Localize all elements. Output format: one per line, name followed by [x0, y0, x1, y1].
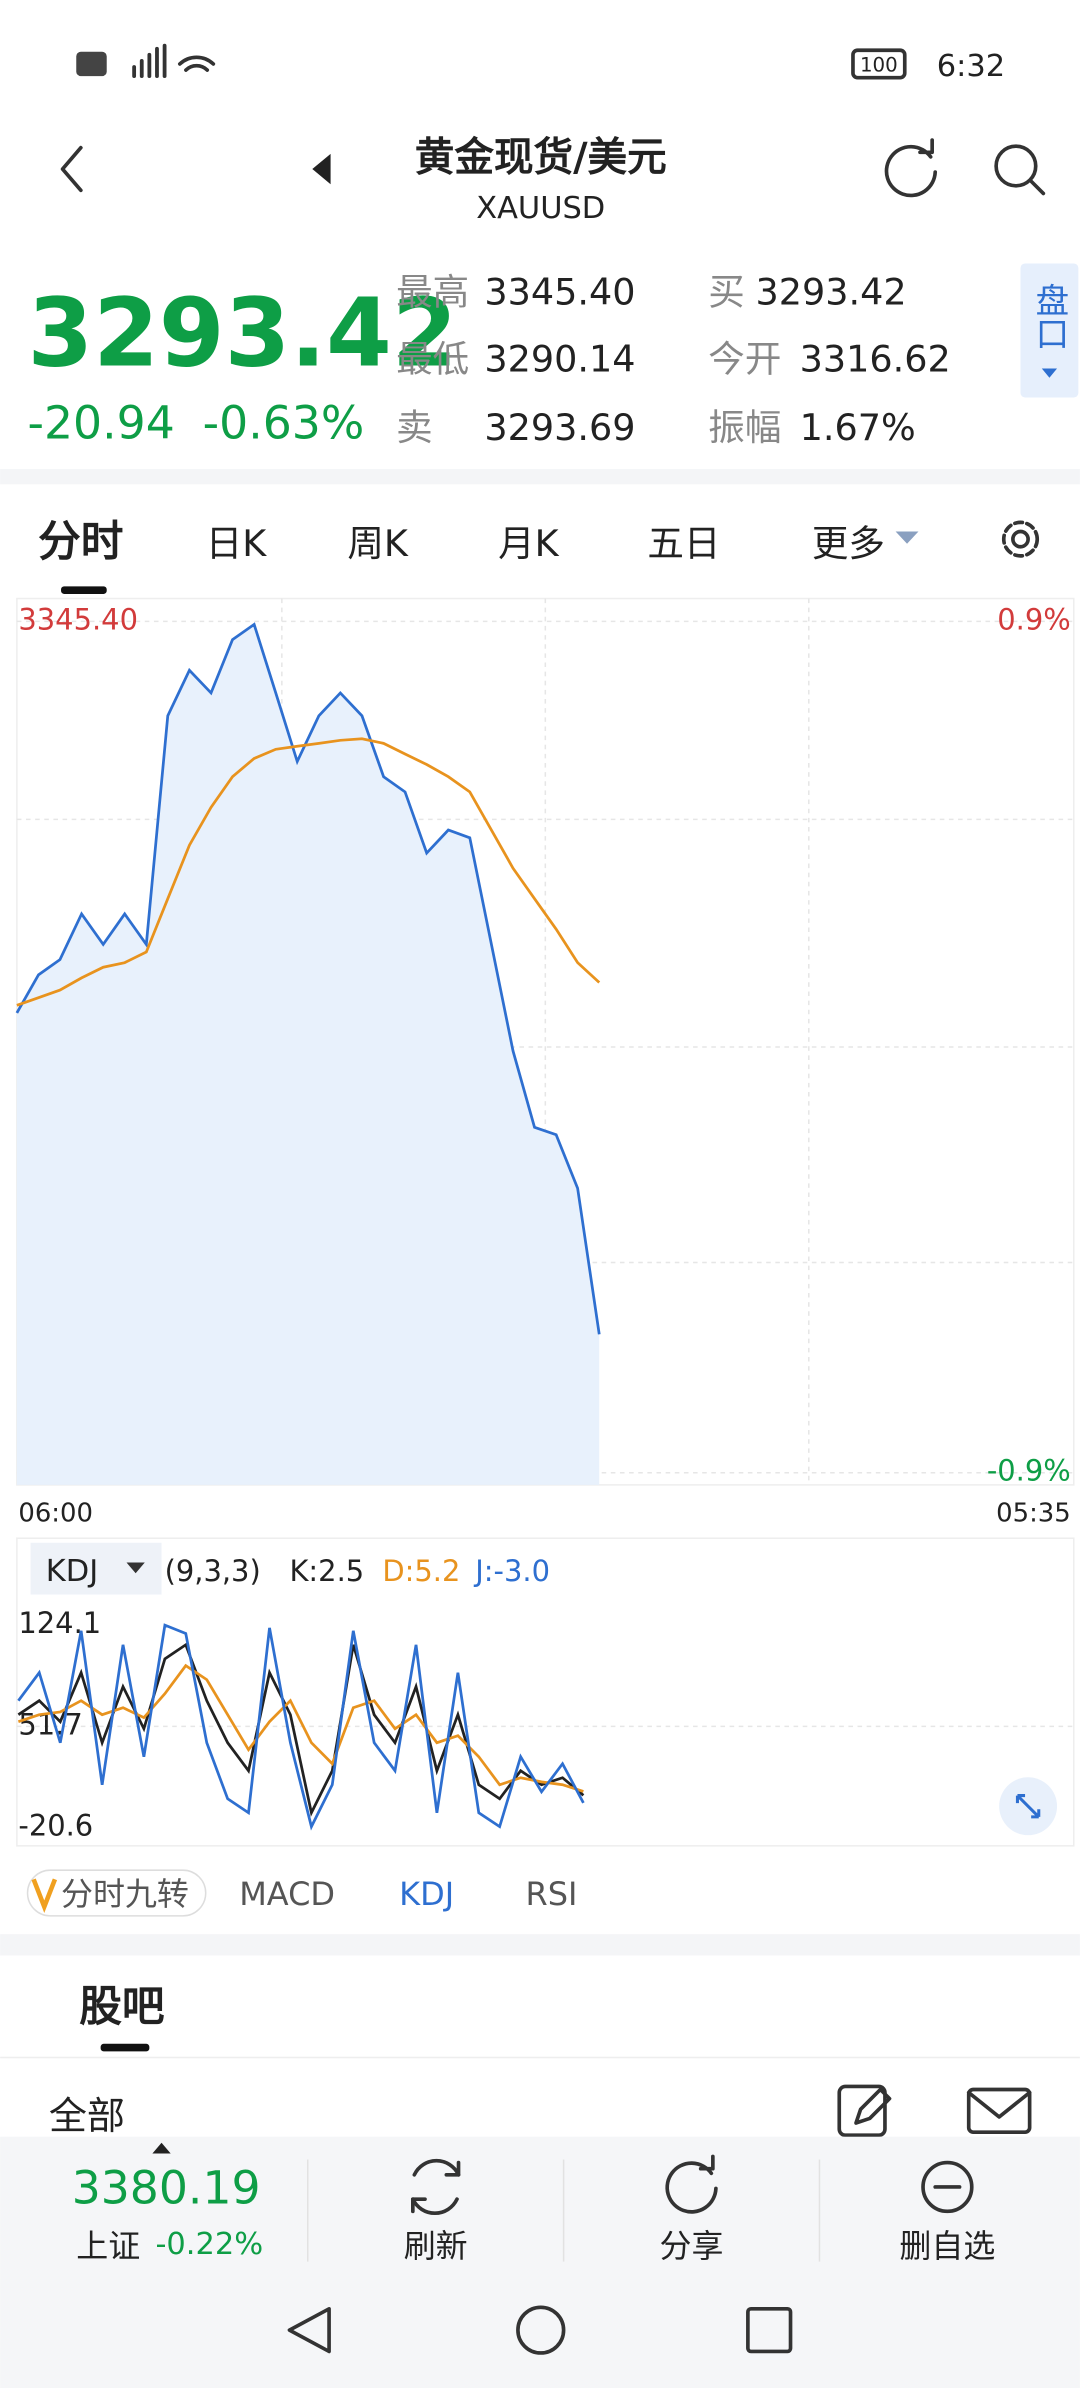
stat-value: 3316.62: [800, 338, 951, 381]
indicator-name: KDJ: [46, 1554, 98, 1589]
legend-entry: J:-3.0: [473, 1554, 550, 1588]
refresh-button[interactable]: [884, 138, 938, 198]
title: 黄金现货/美元: [415, 135, 667, 181]
tab[interactable]: 月K: [498, 522, 560, 565]
order-book-label: 盘口: [1030, 283, 1069, 350]
divider: [0, 1934, 1080, 1956]
stat-value: 3290.14: [484, 338, 635, 381]
stat-label: 买: [708, 271, 745, 314]
change: -20.94: [28, 397, 175, 450]
y-tick-label: 124.1: [18, 1606, 101, 1640]
share-icon: [665, 2154, 718, 2214]
symbol: XAUUSD: [476, 191, 605, 226]
settings-button[interactable]: [1001, 520, 1040, 558]
index-name: 上证: [76, 2227, 140, 2265]
remove-icon: [921, 2160, 974, 2214]
tab-underline: [61, 586, 107, 594]
stat-value: 3293.69: [484, 406, 635, 449]
bottom-button[interactable]: 删自选: [899, 2227, 995, 2265]
price-area: [16, 624, 600, 1485]
indicator-select[interactable]: [30, 1542, 162, 1595]
signal-icons: [132, 43, 216, 79]
price-line: [15, 622, 601, 1335]
order-book-button[interactable]: [1020, 263, 1079, 398]
expand-icon: [1015, 1794, 1041, 1819]
filter[interactable]: 全部: [49, 2094, 125, 2138]
post-button[interactable]: [837, 2084, 892, 2138]
x-tick-label: 06:00: [18, 1498, 93, 1528]
bottom-bar: [0, 2136, 1080, 2388]
clock: 6:32: [937, 49, 1005, 84]
section-title: 股吧: [79, 1982, 164, 2032]
legend-entry: K:2.5: [289, 1554, 364, 1588]
battery-icon: [851, 48, 907, 80]
tab[interactable]: 周K: [347, 522, 409, 565]
tab[interactable]: 分时: [38, 517, 123, 567]
prev-button[interactable]: [312, 153, 331, 185]
stat-label: 卖: [396, 406, 433, 449]
indicator-tab[interactable]: MACD: [239, 1875, 335, 1913]
stat-label: 振幅: [708, 406, 781, 449]
refresh-icon: [411, 2158, 461, 2216]
tab[interactable]: 五日: [647, 522, 720, 565]
indicator-params: (9,3,3): [165, 1554, 261, 1588]
change-pct: -0.63%: [203, 397, 365, 450]
index-change: -0.22%: [155, 2227, 263, 2262]
indicator-frame: [16, 1537, 1075, 1847]
separators: [306, 2159, 821, 2262]
stat-label: 今开: [708, 338, 781, 381]
v-icon: [31, 1878, 58, 1914]
caret: [126, 1562, 145, 1574]
stat-value: 1.67%: [800, 406, 916, 449]
indicator-tab[interactable]: KDJ: [399, 1875, 454, 1913]
legend-entry: D:5.2: [382, 1554, 460, 1588]
pill: [26, 1869, 207, 1917]
stat-label: 最高: [396, 271, 469, 314]
stat-label: 最低: [396, 338, 469, 381]
bottom-button[interactable]: 刷新: [404, 2227, 468, 2265]
stat-value: 3345.40: [484, 271, 635, 314]
divider: [0, 469, 1080, 485]
message-button[interactable]: [966, 2087, 1032, 2134]
x-tick-label: 05:35: [996, 1498, 1071, 1528]
pct-label: -0.9%: [987, 1454, 1071, 1488]
y-tick-label: -20.6: [18, 1809, 93, 1843]
tab[interactable]: 日K: [206, 522, 268, 565]
average-line: [16, 737, 601, 1007]
indicator-tab[interactable]: RSI: [526, 1875, 578, 1913]
caret: [152, 2142, 171, 2154]
tab[interactable]: 更多: [812, 522, 885, 565]
section-underline: [100, 2043, 150, 2052]
search-button[interactable]: [994, 144, 1046, 196]
last-price: 3293.42: [28, 279, 458, 389]
bottom-button[interactable]: 分享: [660, 2227, 724, 2265]
battery-level: 100: [860, 54, 898, 77]
pct-label: 0.9%: [997, 602, 1070, 636]
hd-icon: [76, 51, 107, 77]
index-price[interactable]: 3380.19: [72, 2162, 261, 2215]
back-button[interactable]: [60, 145, 83, 193]
system-nav[interactable]: [287, 2305, 793, 2355]
stat-value: 3293.42: [755, 271, 906, 314]
caret: [1041, 368, 1058, 378]
y-tick-label: 3345.40: [18, 602, 138, 636]
indicator-tab[interactable]: 分时九转: [61, 1875, 189, 1913]
kdj-line: [17, 1623, 585, 1831]
caret: [895, 531, 919, 544]
